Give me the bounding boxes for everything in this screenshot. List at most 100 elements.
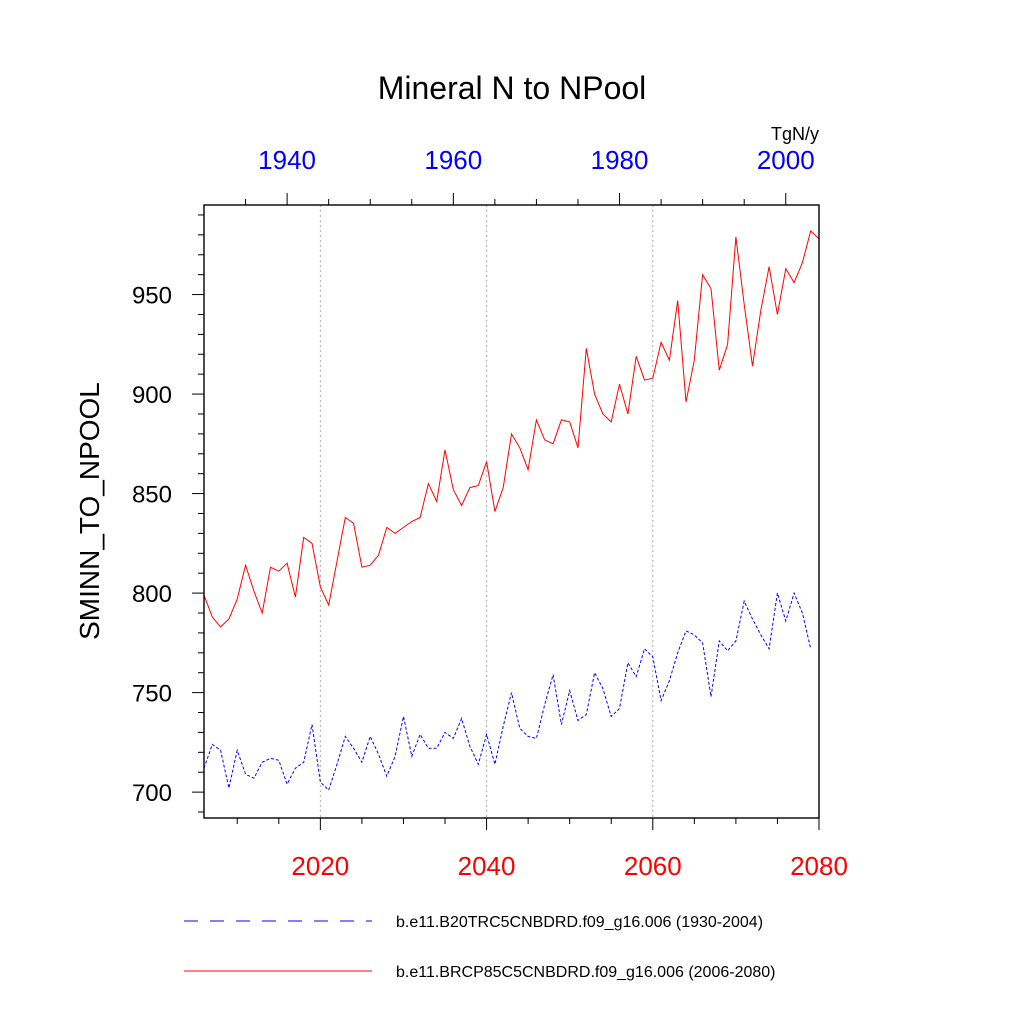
data-point-1-2067 (710, 287, 713, 290)
data-point-1-2021 (327, 604, 330, 607)
data-point-0-2001 (793, 592, 796, 595)
data-point-1-2064 (685, 401, 688, 404)
data-point-0-1962 (468, 745, 471, 748)
tick-labels: 700 750 800 850 900 950 2020 2040 2060 2080 1940 19… (132, 145, 848, 881)
data-point-1-2023 (344, 516, 347, 519)
x-top-tick-label-1960: 1960 (424, 145, 482, 175)
data-point-0-1939 (277, 759, 280, 762)
data-point-1-2052 (585, 347, 588, 350)
data-point-0-1972 (552, 673, 555, 676)
data-point-0-1968 (518, 727, 521, 730)
data-point-1-2057 (626, 413, 629, 416)
legend-label-future: b.e11.BRCP85C5CNBDRD.f09_g16.006 (2006-2… (396, 964, 775, 981)
data-point-0-1985 (660, 699, 663, 702)
data-point-0-1969 (527, 735, 530, 738)
data-point-0-1967 (510, 691, 513, 694)
series-points-1 (203, 229, 821, 628)
data-point-1-2050 (568, 420, 571, 423)
data-point-1-2009 (227, 618, 230, 621)
data-point-1-2062 (668, 359, 671, 362)
data-point-1-2008 (219, 625, 222, 628)
data-point-0-1982 (635, 675, 638, 678)
data-point-1-2025 (360, 566, 363, 569)
data-point-0-1963 (477, 763, 480, 766)
data-point-1-2027 (377, 554, 380, 557)
data-point-0-1971 (543, 703, 546, 706)
data-point-0-1999 (776, 592, 779, 595)
data-point-0-1960 (452, 737, 455, 740)
data-point-0-1951 (377, 753, 380, 756)
data-point-0-1986 (668, 679, 671, 682)
data-point-0-1987 (676, 651, 679, 654)
data-point-1-2034 (435, 500, 438, 503)
axis-ticks (192, 193, 820, 830)
data-point-1-2070 (734, 235, 737, 238)
data-point-0-1952 (385, 775, 388, 778)
data-point-0-1991 (710, 695, 713, 698)
data-point-1-2045 (527, 468, 530, 471)
data-point-1-2035 (444, 448, 447, 451)
data-point-1-2068 (718, 369, 721, 372)
data-point-0-1998 (768, 647, 771, 650)
data-point-0-1940 (286, 783, 289, 786)
data-point-0-1996 (751, 618, 754, 621)
data-point-0-1965 (493, 763, 496, 766)
data-point-1-2018 (302, 536, 305, 539)
x-bottom-tick-label-2080: 2080 (790, 851, 848, 881)
data-point-0-2003 (809, 647, 812, 650)
data-point-0-1966 (502, 725, 505, 728)
data-point-1-2063 (676, 299, 679, 302)
data-point-1-2039 (477, 484, 480, 487)
data-point-0-1992 (718, 639, 721, 642)
data-point-0-1958 (435, 747, 438, 750)
chart-title: Mineral N to NPool (378, 70, 647, 106)
data-point-0-1941 (294, 767, 297, 770)
data-point-0-1977 (593, 671, 596, 674)
data-point-0-1976 (585, 713, 588, 716)
data-point-1-2059 (643, 379, 646, 382)
data-point-0-1978 (601, 687, 604, 690)
data-point-1-2026 (369, 564, 372, 567)
data-point-1-2047 (543, 438, 546, 441)
data-point-1-2016 (286, 562, 289, 565)
series-line-1 (203, 229, 820, 628)
data-point-0-1953 (394, 755, 397, 758)
data-point-0-1984 (651, 655, 654, 658)
units-label: TgN/y (771, 124, 819, 144)
data-point-1-2079 (809, 229, 812, 232)
data-point-0-1993 (726, 649, 729, 652)
data-point-1-2043 (510, 432, 513, 435)
data-point-0-1956 (419, 733, 422, 736)
data-point-1-2030 (402, 526, 405, 529)
data-point-1-2014 (269, 566, 272, 569)
data-point-0-1995 (743, 600, 746, 603)
data-point-1-2078 (801, 261, 804, 264)
data-point-0-1942 (302, 761, 305, 764)
data-point-0-1931 (211, 743, 214, 746)
data-point-1-2017 (294, 596, 297, 599)
data-point-0-1964 (485, 733, 488, 736)
data-point-1-2033 (427, 482, 430, 485)
data-point-1-2028 (385, 526, 388, 529)
y-tick-label-750: 750 (132, 681, 172, 708)
data-point-1-2076 (784, 267, 787, 270)
data-point-1-2012 (252, 590, 255, 593)
data-point-1-2040 (485, 460, 488, 463)
data-point-1-2037 (460, 504, 463, 507)
data-point-0-1957 (427, 747, 430, 750)
data-point-1-2042 (502, 486, 505, 489)
data-point-1-2061 (660, 341, 663, 344)
data-point-1-2046 (535, 418, 538, 421)
data-point-1-2036 (452, 488, 455, 491)
data-point-0-1979 (610, 715, 613, 718)
data-point-0-1994 (734, 639, 737, 642)
data-point-1-2010 (236, 598, 239, 601)
data-point-1-2011 (244, 564, 247, 567)
data-point-0-1933 (227, 787, 230, 790)
data-point-1-2054 (601, 413, 604, 416)
data-point-1-2007 (211, 616, 214, 619)
data-point-0-2000 (784, 620, 787, 623)
x-bottom-tick-label-2020: 2020 (291, 851, 349, 881)
